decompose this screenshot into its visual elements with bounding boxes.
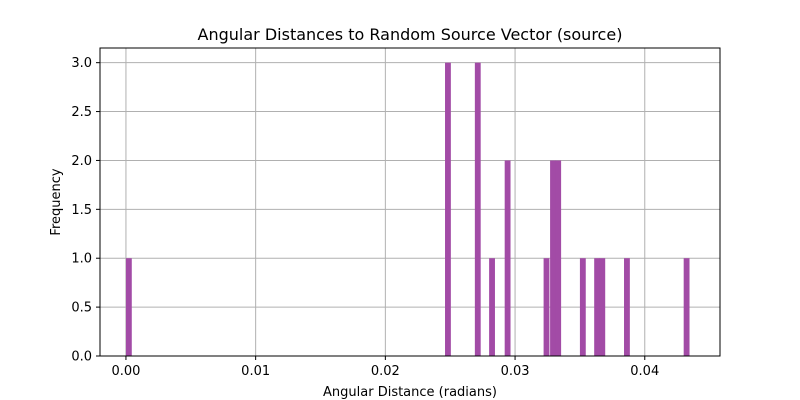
histogram-bar xyxy=(683,258,690,356)
axis-ticks: 0.00 0.01 0.02 0.03 0.04 0.0 0.5 1.0 1.5 2.0 2.5 3.… xyxy=(71,56,659,379)
y-tick-label: 0.0 xyxy=(71,350,92,365)
y-tick-label: 2.0 xyxy=(71,154,92,169)
histogram-bar xyxy=(599,258,606,356)
histogram-bar xyxy=(474,62,481,357)
histogram-bar xyxy=(555,160,562,356)
x-axis-label: Angular Distance (radians) xyxy=(323,385,497,400)
histogram-bar xyxy=(445,62,451,357)
histogram-bar xyxy=(550,160,556,356)
x-tick-label: 0.04 xyxy=(630,364,659,379)
y-tick-label: 0.5 xyxy=(71,301,92,316)
y-tick-label: 2.5 xyxy=(71,105,92,120)
chart-title: Angular Distances to Random Source Vecto… xyxy=(198,25,623,44)
y-tick-label: 3.0 xyxy=(71,56,92,71)
x-tick-label: 0.03 xyxy=(501,364,530,379)
plot-frame xyxy=(99,47,721,357)
y-tick-label: 1.0 xyxy=(71,252,92,267)
histogram-bar xyxy=(504,160,511,356)
histogram-bar xyxy=(125,258,132,356)
histogram-bars xyxy=(125,62,690,357)
histogram-bar xyxy=(624,258,630,356)
histogram-bar xyxy=(543,258,550,356)
histogram-bar xyxy=(579,258,586,356)
histogram-bar xyxy=(594,258,601,356)
x-tick-label: 0.02 xyxy=(371,364,400,379)
y-axis-label: Frequency xyxy=(49,168,64,235)
y-tick-label: 1.5 xyxy=(71,203,92,218)
histogram-bar xyxy=(489,258,495,356)
x-tick-label: 0.01 xyxy=(241,364,270,379)
x-tick-label: 0.00 xyxy=(111,364,140,379)
